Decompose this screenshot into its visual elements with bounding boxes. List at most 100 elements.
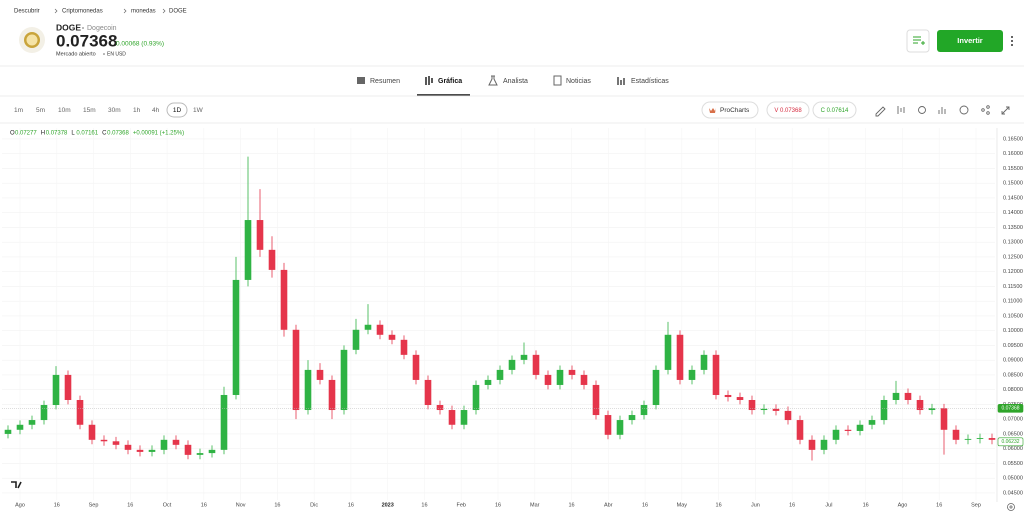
- candle-body: [748, 399, 756, 411]
- crumb[interactable]: monedas: [131, 9, 156, 15]
- x-tick-label: 16: [201, 502, 207, 508]
- timeframe[interactable]: 15m: [83, 107, 96, 114]
- timeframe[interactable]: 5m: [36, 107, 45, 114]
- candle-body: [100, 439, 108, 442]
- y-tick-label: 0.11500: [1003, 284, 1022, 290]
- candle-body: [592, 384, 600, 416]
- price-badge: [997, 437, 1024, 447]
- candle-body: [136, 449, 144, 452]
- x-tick-label: Sep: [89, 502, 99, 508]
- x-tick-label: 16: [127, 502, 133, 508]
- candle-body: [16, 424, 24, 430]
- x-tick-label: 16: [716, 502, 722, 508]
- buy-button[interactable]: [812, 101, 857, 119]
- candle-body: [40, 405, 48, 421]
- crumb[interactable]: Criptomonedas: [62, 9, 103, 15]
- candle-body: [556, 369, 564, 385]
- x-tick-label: Abr: [604, 502, 613, 508]
- timeframe[interactable]: 1D: [173, 107, 182, 114]
- candle-body: [892, 392, 900, 400]
- timeframe-active[interactable]: [166, 102, 188, 118]
- x-tick-label: 16: [348, 502, 354, 508]
- y-tick-label: 0.06000: [1003, 446, 1023, 452]
- procharts-icon: [709, 108, 716, 113]
- candle-body: [508, 359, 516, 370]
- watchlist-icon: [913, 36, 925, 45]
- timeframe[interactable]: 4h: [152, 107, 160, 114]
- tool-icons[interactable]: [875, 105, 1010, 117]
- chevron: [162, 8, 166, 14]
- candle-body: [640, 405, 648, 416]
- candle-body: [628, 415, 636, 421]
- invest-button[interactable]: [937, 30, 1003, 52]
- candle-body: [820, 439, 828, 450]
- ohlc-key: C: [102, 131, 107, 137]
- buy-price: C 0.07614: [821, 108, 849, 114]
- candle-body: [760, 408, 768, 411]
- candle-body: [268, 249, 276, 270]
- y-tick-label: 0.04500: [1003, 490, 1023, 496]
- candle-body: [976, 438, 984, 439]
- timeframe[interactable]: 30m: [108, 107, 121, 114]
- x-tick-label: 16: [642, 502, 648, 508]
- candle-body: [160, 439, 168, 450]
- crumb[interactable]: Descubrir: [14, 9, 40, 15]
- x-tick-label: 16: [936, 502, 942, 508]
- candle-body: [460, 410, 468, 425]
- zoom-button[interactable]: [1007, 503, 1015, 511]
- x-tick-label: Oct: [163, 502, 172, 508]
- crumb: DOGE: [169, 9, 187, 15]
- candle-body: [652, 369, 660, 406]
- y-tick-label: 0.15000: [1003, 181, 1023, 187]
- ohlc-key: L: [71, 131, 75, 137]
- x-tick-label: Mar: [530, 502, 540, 508]
- candle-body: [352, 329, 360, 350]
- tab[interactable]: Estadísticas: [631, 78, 669, 85]
- timeframe[interactable]: 1W: [193, 107, 204, 114]
- separator: [82, 27, 84, 29]
- y-tick-label: 0.15500: [1003, 166, 1023, 172]
- timeframe[interactable]: 1h: [133, 107, 141, 114]
- price-badge-label: 0.07368: [1001, 406, 1019, 412]
- y-tick-label: 0.14000: [1003, 210, 1023, 216]
- candle-body: [964, 438, 972, 440]
- candle-body: [376, 324, 384, 335]
- tab-active[interactable]: Gráfica: [438, 78, 462, 85]
- x-tick-label: Sep: [971, 502, 981, 508]
- tab[interactable]: Analista: [503, 78, 528, 85]
- candle-body: [280, 269, 288, 330]
- timeframe[interactable]: 1m: [14, 107, 23, 114]
- x-tick-label: Jun: [751, 502, 760, 508]
- tab[interactable]: Resumen: [370, 78, 400, 85]
- more-menu[interactable]: [1011, 36, 1013, 46]
- timeframe[interactable]: 10m: [58, 107, 71, 114]
- watchlist-button[interactable]: [906, 29, 930, 53]
- candle-body: [604, 415, 612, 435]
- logo-inner: [26, 34, 38, 46]
- ohlc-key: H: [41, 131, 45, 137]
- candle-body: [736, 397, 744, 400]
- y-tick-label: 0.08000: [1003, 387, 1023, 393]
- y-tick-label: 0.09500: [1003, 343, 1023, 349]
- candle-body: [328, 379, 336, 411]
- tab[interactable]: Noticias: [566, 78, 591, 85]
- y-tick-label: 0.16000: [1003, 151, 1023, 157]
- candle-body: [844, 429, 852, 431]
- y-tick-label: 0.13500: [1003, 225, 1023, 231]
- candle-body: [784, 410, 792, 421]
- candle-body: [568, 369, 576, 375]
- tab-icon: [553, 75, 562, 86]
- candle-body: [712, 354, 720, 395]
- price: 0.07368: [56, 31, 117, 50]
- candle-body: [928, 408, 936, 411]
- candle-body: [880, 399, 888, 421]
- candle-body: [172, 439, 180, 445]
- x-tick-label: Jul: [825, 502, 832, 508]
- candle-body: [388, 334, 396, 340]
- sell-button[interactable]: [766, 101, 810, 119]
- ohlc-change: +0.00091 (+1.25%): [133, 131, 184, 137]
- y-tick-label: 0.16500: [1003, 136, 1023, 142]
- x-tick-label: 16: [274, 502, 280, 508]
- procharts-button[interactable]: [701, 101, 759, 119]
- candle-body: [244, 220, 252, 280]
